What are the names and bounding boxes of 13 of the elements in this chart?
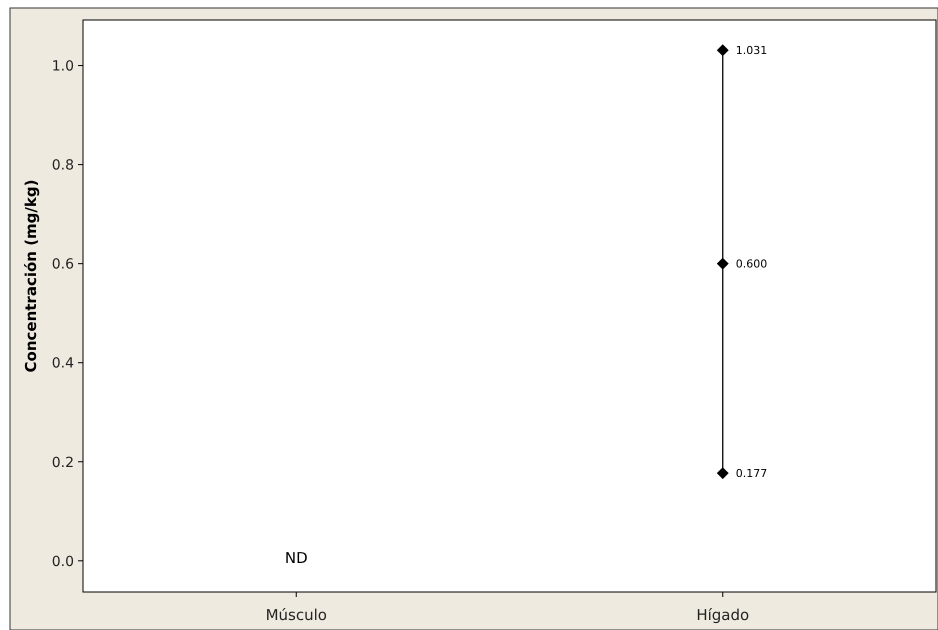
y-axis-title: Concentración (mg/kg) [22,180,40,372]
y-tick-label: 0.0 [52,554,74,570]
x-tick-label: Músculo [266,606,327,624]
y-tick-label: 0.2 [52,454,74,471]
y-tick-label: 1.0 [52,58,74,75]
x-tick-label: Hígado [696,606,750,624]
data-label: 0.177 [736,467,768,480]
y-tick-label: 0.4 [52,356,74,372]
data-label: 0.600 [736,258,768,271]
y-tick-label: 0.6 [52,256,74,273]
annotation: ND [284,548,308,567]
data-label: 1.031 [736,44,768,58]
y-tick-label: 0.8 [52,158,74,174]
